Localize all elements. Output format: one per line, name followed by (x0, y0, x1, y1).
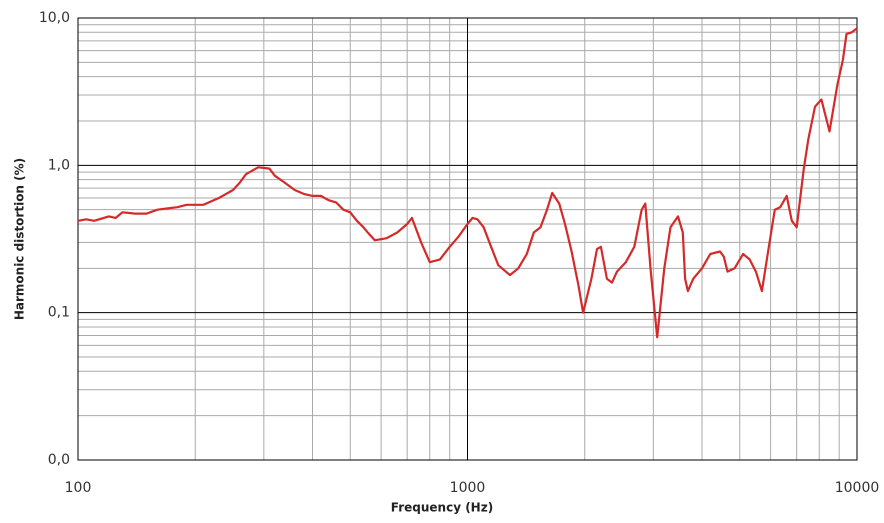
x-tick-label: 100 (65, 480, 92, 496)
y-tick-label: 10,0 (39, 10, 70, 26)
plot-border (77, 17, 858, 461)
y-axis-label: Harmonic distortion (%) (13, 158, 27, 320)
x-tick-label: 10000 (835, 480, 880, 496)
x-tick-label: 1000 (450, 480, 486, 496)
x-axis-label: Frequency (Hz) (391, 501, 493, 515)
y-tick-label: 1,0 (48, 157, 70, 173)
y-tick-label: 0,1 (48, 305, 70, 321)
data-line (77, 27, 858, 339)
y-tick-label: 0,0 (48, 452, 70, 468)
